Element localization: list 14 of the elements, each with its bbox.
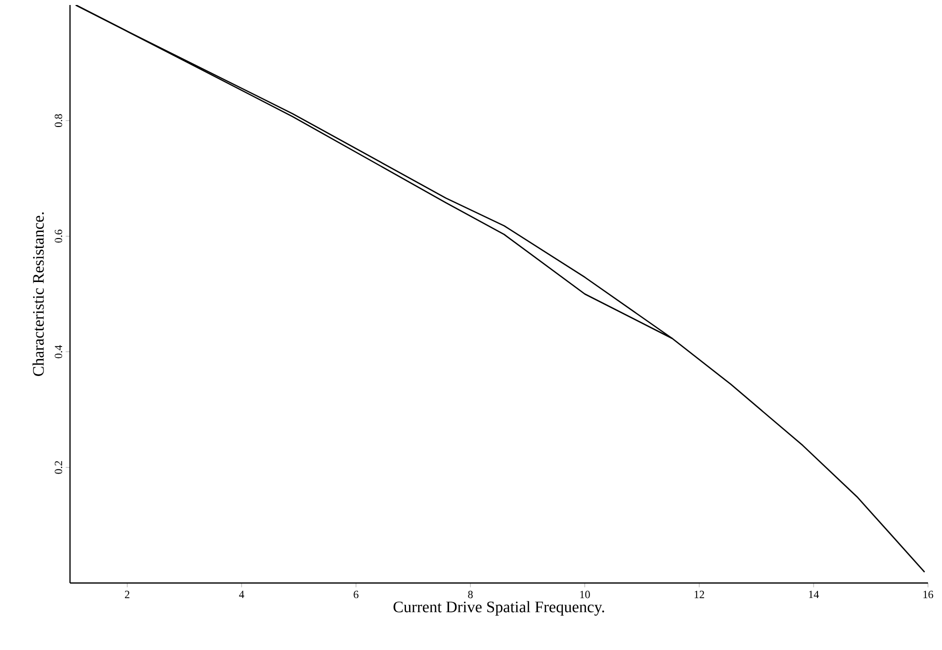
x-tick-label: 12 bbox=[694, 590, 704, 598]
x-tick-label: 14 bbox=[809, 590, 819, 598]
x-tick-label: 16 bbox=[923, 590, 934, 598]
x-tick-label: 8 bbox=[468, 590, 473, 598]
y-tick-label: 0.6 bbox=[54, 230, 62, 243]
y-tick-label: 0.8 bbox=[54, 114, 62, 128]
x-axis-title: Current Drive Spatial Frequency. bbox=[394, 601, 604, 616]
x-tick-label: 10 bbox=[580, 590, 590, 598]
y-tick-label: 0.4 bbox=[54, 345, 62, 358]
x-tick-label: 2 bbox=[124, 590, 130, 598]
y-tick-label: 0.2 bbox=[54, 461, 62, 474]
x-tick-label: 6 bbox=[354, 590, 358, 598]
y-axis-title: Characteristic Resistance. bbox=[32, 212, 44, 376]
x-tick-label: 4 bbox=[239, 590, 244, 598]
